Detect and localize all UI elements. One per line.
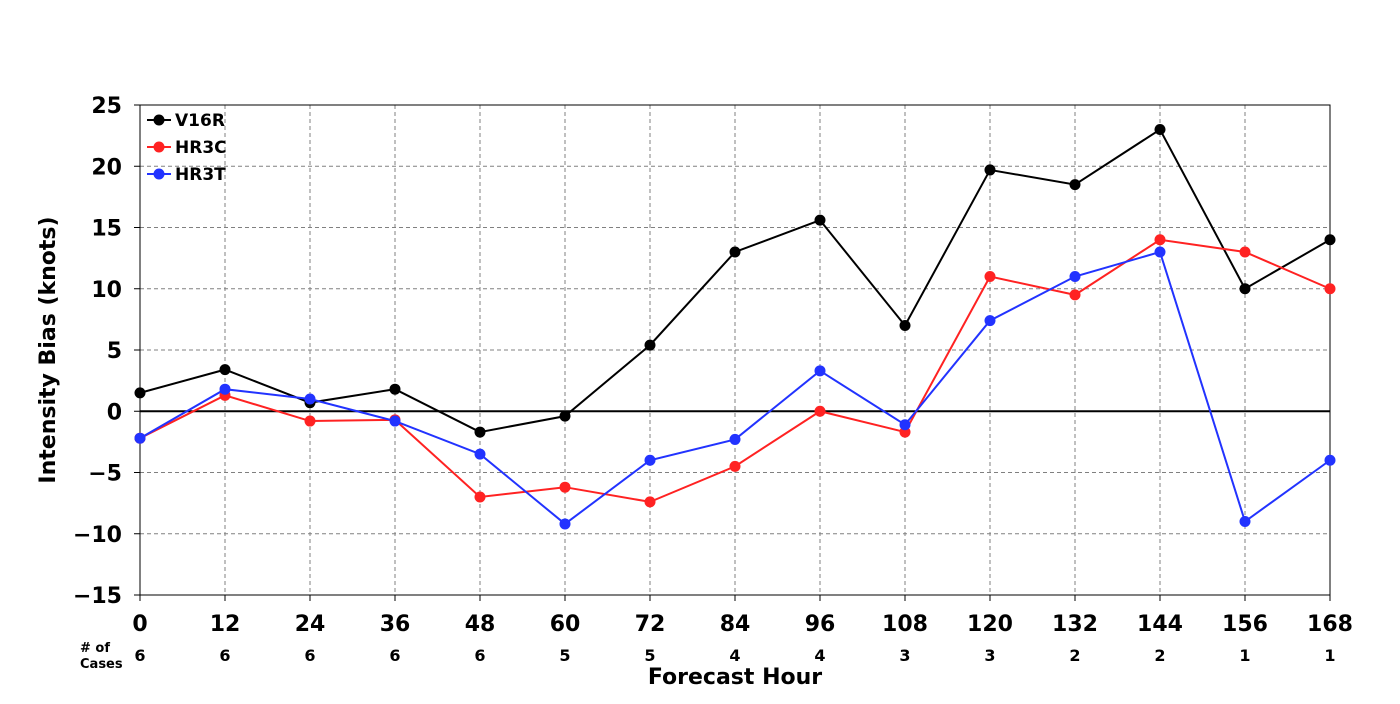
cases-label: Cases xyxy=(80,657,123,672)
data-point-v16r xyxy=(814,214,826,226)
data-point-hr3t xyxy=(219,383,231,395)
case-count: 1 xyxy=(1324,646,1335,665)
y-tick-label: −10 xyxy=(73,523,122,548)
x-tick-label: 0 xyxy=(132,612,147,637)
legend-label: HR3C xyxy=(175,138,227,158)
data-point-hr3t xyxy=(474,448,486,460)
data-point-v16r xyxy=(984,164,996,176)
data-point-v16r xyxy=(559,410,571,422)
data-point-v16r xyxy=(1069,179,1081,191)
data-point-hr3t xyxy=(559,518,571,530)
data-point-hr3c xyxy=(1324,283,1336,295)
case-count: 2 xyxy=(1154,646,1165,665)
x-tick-label: 156 xyxy=(1222,612,1268,637)
legend-label: HR3T xyxy=(175,165,226,185)
case-count: 6 xyxy=(304,646,315,665)
data-point-hr3c xyxy=(1069,289,1081,301)
data-point-v16r xyxy=(644,339,656,351)
case-count: 2 xyxy=(1069,646,1080,665)
x-tick-label: 168 xyxy=(1307,612,1353,637)
legend-label: V16R xyxy=(175,111,225,131)
data-point-v16r xyxy=(1239,283,1251,295)
data-point-v16r xyxy=(1324,234,1336,246)
x-tick-label: 72 xyxy=(635,612,666,637)
x-tick-label: 48 xyxy=(465,612,496,637)
data-point-v16r xyxy=(899,320,911,331)
data-point-hr3c xyxy=(1154,234,1166,246)
legend-marker xyxy=(153,141,165,153)
legend-marker xyxy=(153,114,165,126)
case-count: 4 xyxy=(729,646,740,665)
legend-marker xyxy=(153,168,165,180)
y-tick-label: 25 xyxy=(91,94,122,119)
data-point-v16r xyxy=(389,383,401,395)
x-tick-label: 24 xyxy=(295,612,326,637)
x-tick-label: 36 xyxy=(380,612,411,637)
data-point-hr3c xyxy=(814,405,826,417)
data-point-hr3t xyxy=(1069,271,1081,282)
data-point-hr3c xyxy=(644,496,656,508)
data-point-v16r xyxy=(134,387,146,399)
data-point-hr3c xyxy=(984,271,996,282)
data-point-hr3t xyxy=(729,433,741,445)
case-count: 5 xyxy=(559,646,570,665)
case-count: 3 xyxy=(984,646,995,665)
data-point-hr3t xyxy=(984,315,996,327)
case-count: 6 xyxy=(134,646,145,665)
data-point-hr3t xyxy=(644,454,656,466)
data-point-hr3t xyxy=(814,365,826,377)
case-count: 1 xyxy=(1239,646,1250,665)
data-point-hr3t xyxy=(1324,454,1336,466)
data-point-hr3t xyxy=(134,432,146,444)
case-count: 5 xyxy=(644,646,655,665)
x-tick-label: 108 xyxy=(882,612,928,637)
y-tick-label: −5 xyxy=(88,462,122,487)
data-point-hr3t xyxy=(1239,516,1251,527)
x-tick-label: 12 xyxy=(210,612,241,637)
data-point-v16r xyxy=(1154,124,1166,135)
y-tick-label: 5 xyxy=(107,339,122,364)
data-point-hr3c xyxy=(304,415,316,427)
y-tick-label: −15 xyxy=(73,584,122,609)
x-axis-title: Forecast Hour xyxy=(648,665,822,690)
case-count: 6 xyxy=(389,646,400,665)
data-point-hr3c xyxy=(729,460,741,472)
x-tick-label: 84 xyxy=(720,612,751,637)
x-tick-label: 96 xyxy=(805,612,836,637)
x-tick-label: 120 xyxy=(967,612,1013,637)
y-axis-title: Intensity Bias (knots) xyxy=(36,216,61,483)
cases-label: # of xyxy=(80,641,110,656)
y-tick-label: 10 xyxy=(91,278,122,303)
data-point-hr3t xyxy=(899,419,911,431)
case-count: 3 xyxy=(899,646,910,665)
data-point-hr3t xyxy=(304,393,316,405)
data-point-v16r xyxy=(729,246,741,258)
y-tick-label: 15 xyxy=(91,217,122,242)
case-count: 6 xyxy=(474,646,485,665)
data-point-v16r xyxy=(219,364,231,376)
x-tick-label: 60 xyxy=(550,612,581,637)
x-tick-label: 132 xyxy=(1052,612,1098,637)
y-tick-label: 20 xyxy=(91,155,122,180)
x-tick-label: 144 xyxy=(1137,612,1183,637)
data-point-hr3t xyxy=(389,415,401,427)
case-count: 4 xyxy=(814,646,825,665)
y-tick-label: 0 xyxy=(107,400,122,425)
data-point-hr3t xyxy=(1154,246,1166,258)
data-point-v16r xyxy=(474,426,486,438)
data-point-hr3c xyxy=(559,481,571,493)
data-point-hr3c xyxy=(1239,246,1251,258)
data-point-hr3c xyxy=(474,491,486,503)
case-count: 6 xyxy=(219,646,230,665)
